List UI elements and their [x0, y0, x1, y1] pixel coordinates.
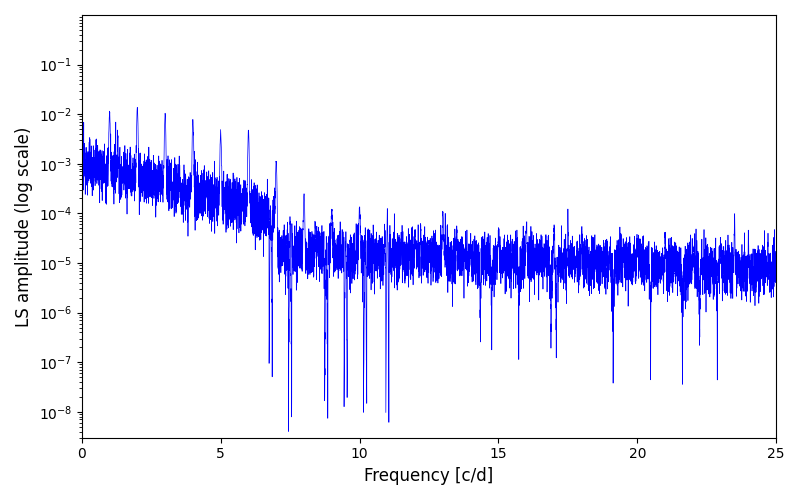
X-axis label: Frequency [c/d]: Frequency [c/d]	[364, 467, 494, 485]
Y-axis label: LS amplitude (log scale): LS amplitude (log scale)	[15, 126, 33, 326]
